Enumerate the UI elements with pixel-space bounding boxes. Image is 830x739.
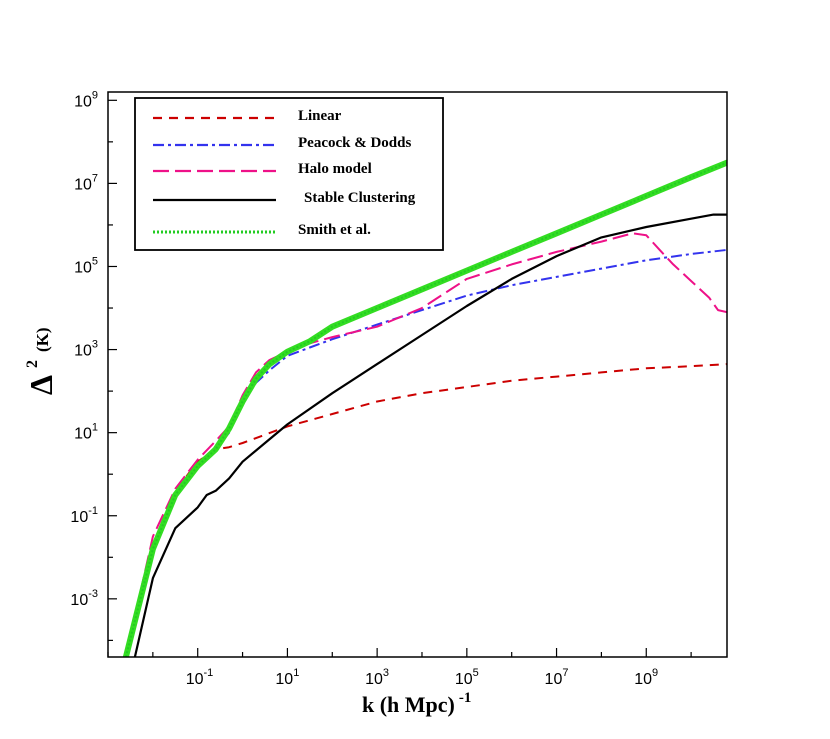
x-tick-label: 109 — [634, 667, 658, 688]
x-tick-label: 101 — [275, 667, 299, 688]
axis-labels: k (h Mpc) -1 Δ 2 (K) — [23, 327, 471, 717]
plot-frame — [107, 91, 728, 658]
y-tick-label: 10-1 — [70, 505, 98, 526]
series-line-halo-model — [124, 232, 727, 657]
y-tick-label: 105 — [74, 255, 98, 276]
legend-label-smith-et-al: Smith et al. — [298, 222, 371, 238]
x-axis-label-superscript: -1 — [459, 690, 472, 706]
legend-label-peacock-dodds: Peacock & Dodds — [298, 135, 411, 151]
y-tick-label: 109 — [74, 89, 98, 110]
y-tick-label: 107 — [74, 172, 98, 193]
x-tick-label: 107 — [545, 667, 569, 688]
legend-box — [134, 97, 444, 251]
legend: Linear Peacock & Dodds Halo model Stable Cl… — [134, 97, 444, 251]
x-axis-label: k (h Mpc) -1 — [362, 690, 471, 717]
series-line-stable-clustering — [133, 213, 727, 657]
y-tick-label: 101 — [74, 422, 98, 443]
x-tick-label: 105 — [455, 667, 479, 688]
series-line-smith-et-al — [124, 161, 727, 657]
axes: 10-1 101 103 105 107 109 10-3 10-1 101 103 105 107 1… — [70, 89, 692, 688]
legend-label-linear: Linear — [298, 108, 342, 124]
legend-label-stable-clustering: Stable Clustering — [304, 190, 416, 206]
x-tick-label: 103 — [365, 667, 389, 688]
series-layer — [122, 159, 727, 657]
y-axis-label-superscript: 2 — [24, 360, 41, 368]
y-axis-label: Δ 2 (K) — [23, 327, 59, 395]
y-tick-label: 103 — [74, 339, 98, 360]
y-axis-label-unit: (K) — [33, 327, 52, 352]
legend-label-halo-model: Halo model — [298, 161, 372, 177]
x-axis-label-text: k (h Mpc) — [362, 692, 455, 717]
series-line-peacock-dodds — [124, 248, 727, 657]
series-line-linear — [124, 363, 727, 657]
y-tick-label: 10-3 — [70, 588, 98, 609]
y-axis-label-symbol: Δ — [23, 375, 59, 395]
x-tick-label: 10-1 — [186, 667, 214, 688]
